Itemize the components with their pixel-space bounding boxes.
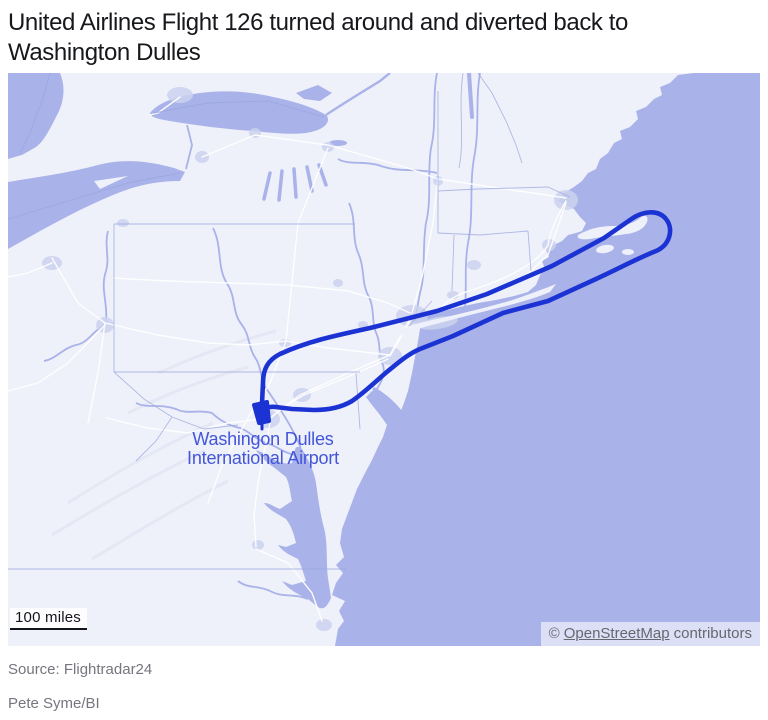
map-scale-label: 100 miles (15, 609, 81, 626)
oneida-lake (329, 140, 347, 146)
state-borders (8, 73, 571, 570)
cape-cod (577, 215, 648, 240)
susquehanna-river (212, 227, 302, 451)
potomac-river (135, 402, 296, 456)
airport-marker (252, 400, 271, 425)
lake-ontario (150, 91, 328, 134)
map-scale-bar: 100 miles (10, 608, 87, 630)
page-title-line1: United Airlines Flight 126 turned around… (8, 9, 629, 36)
attribution-suffix: contributors (673, 625, 752, 642)
mohawk-river (337, 158, 438, 174)
marthas-vineyard (596, 244, 614, 254)
airport-label-line2: International Airport (187, 448, 339, 468)
st-lawrence-river (325, 73, 391, 116)
ohio-river (43, 324, 105, 362)
niagara-river (185, 124, 193, 170)
urban-scranton (333, 279, 343, 287)
footer: Source: Flightradar24 Pete Syme/BI (0, 646, 768, 712)
openstreetmap-link[interactable]: OpenStreetMap (563, 625, 670, 642)
hudson-river (414, 73, 438, 324)
urban-hartford (467, 260, 481, 270)
page-title-line2: Washington Dulles (8, 39, 201, 66)
flight-path-line (257, 210, 673, 426)
long-point-spit (94, 176, 128, 189)
urban-norfolk (316, 619, 332, 631)
delaware-river (348, 202, 385, 394)
lake-erie (8, 161, 185, 249)
urban-toronto (167, 87, 193, 103)
map-attribution: © OpenStreetMap contributors (540, 622, 760, 646)
nantucket (622, 249, 634, 255)
copyright-symbol: © (548, 625, 560, 642)
urban-syracuse (322, 142, 334, 152)
flight-route-map: Washingon Dulles International Airport 1… (8, 73, 760, 646)
chesapeake-bay (256, 446, 331, 609)
airport-label-line1: Washingon Dulles (192, 429, 333, 449)
bay-of-quinte (296, 85, 332, 101)
urban-erie (117, 219, 129, 227)
urban-richmond (252, 540, 264, 550)
source-credit: Source: Flightradar24 (8, 661, 153, 678)
long-island (395, 284, 556, 336)
connecticut-river (464, 73, 481, 309)
delaware-bay (372, 387, 407, 425)
byline: Pete Syme/BI (8, 695, 100, 712)
lake-huron (8, 73, 64, 159)
atlantic-ocean (332, 73, 760, 646)
map-canvas: Washingon Dulles International Airport (8, 73, 760, 646)
allegheny-river (102, 230, 109, 322)
urban-boston (554, 190, 578, 210)
james-river (237, 580, 309, 600)
flight-path (252, 210, 673, 431)
page-title: United Airlines Flight 126 turned around… (0, 0, 768, 68)
rivers (43, 73, 481, 600)
lake-champlain (467, 73, 474, 119)
